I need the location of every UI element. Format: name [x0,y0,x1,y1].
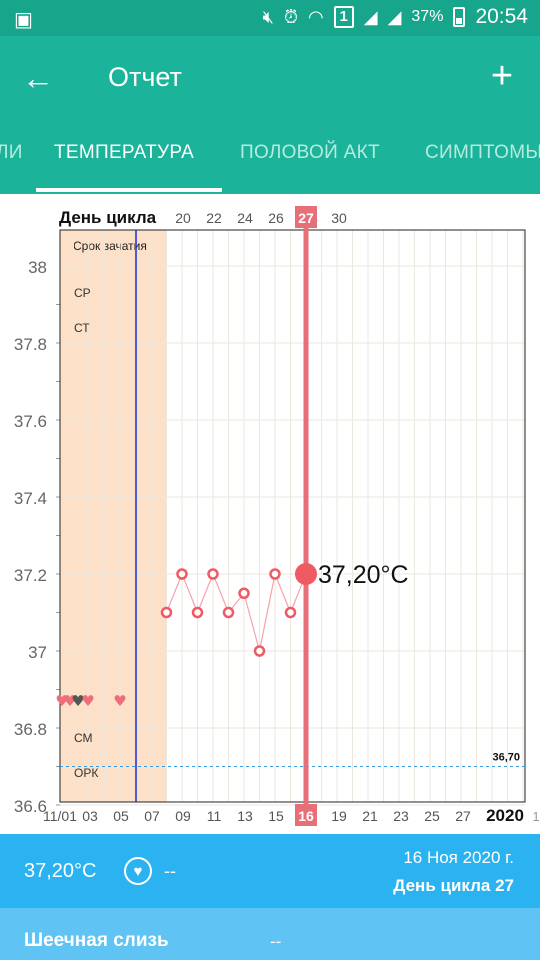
heart-marker: ♥ [81,692,94,710]
x-tick-label: 13 [237,808,253,824]
roaming-signal-icon: ◢ [363,6,378,27]
x-tick-label: 27 [455,808,471,824]
top-axis-label: День цикла [59,208,157,227]
temperature-point [176,568,188,580]
clock: 20:54 [475,5,528,28]
heart-circle-icon[interactable]: ♥ [124,857,152,885]
wifi-icon: ◠ [308,6,324,27]
arrow-left-icon: ← [22,60,54,96]
temperature-point [284,606,297,619]
temperature-point [238,587,250,599]
tab-temperature[interactable]: ТЕМПЕРАТУРА [54,142,195,163]
coverline-label: 36,70 [492,752,520,764]
heart-marker: ♥ [55,692,68,710]
selected-temperature: 37,20°C [24,860,97,882]
intercourse-value: -- [164,861,176,881]
x-tick-label: 25 [424,808,440,824]
side-label: СМ [74,731,93,745]
y-tick-label: 37.2 [14,566,47,585]
x-tick-label: 23 [393,808,409,824]
tab-bar: ЛИ ТЕМПЕРАТУРА ПОЛОВОЙ АКТ СИМПТОМЫ [0,122,540,194]
cursor-date: 16 [298,808,314,824]
x-tick-label: 03 [82,808,98,824]
selected-temperature-label: 37,20°C [318,561,409,589]
y-tick-label: 37.8 [14,335,47,354]
cervical-mucus-label: Шеечная слизь [24,930,169,951]
battery-icon [453,7,466,27]
tab-cycles[interactable]: ЛИ [0,142,23,163]
page-title: Отчет [108,62,182,92]
app-bar: ← Отчет + [0,36,540,122]
plot-border [59,229,526,803]
status-bar: ▣ 🔇︎ ⏰︎ ◠ 1 ◢ ◢ 37% 20:54 [0,0,540,36]
temperature-chart[interactable]: Срок зачатия 38 37.8 37.6 37.4 37.2 37 36.8 36.6… [0,194,540,834]
top-tick-label: 22 [206,210,222,226]
cursor-top-badge [295,206,317,228]
x-edge-label: 1 [532,809,539,824]
y-tick-label: 37 [28,643,47,662]
cursor-cycle-day: 27 [298,210,314,226]
y-tick-label: 36.8 [14,720,47,739]
x-tick-label: 09 [175,808,191,824]
heart-marker: ♥ [113,692,126,710]
heart-marker: ♥ [71,692,84,710]
battery-percent: 37% [411,8,444,25]
y-tick-label: 37.4 [14,489,47,508]
status-icons: 🔇︎ ⏰︎ ◠ 1 ◢ ◢ 37% 20:54 [263,5,528,29]
temperature-point [207,568,219,580]
x-tick-label: 21 [362,808,378,824]
cervical-mucus-row[interactable]: Шеечная слизь -- [0,908,540,960]
x-tick-label: 11/01 [43,808,77,824]
sim-manager-icon: ▣ [14,9,33,31]
tab-indicator [36,188,222,192]
signal-icon: ◢ [387,6,402,27]
temperature-point [222,606,235,619]
tab-intercourse[interactable]: ПОЛОВОЙ АКТ [240,142,380,163]
x-tick-label: 15 [268,808,284,824]
cervical-mucus-value: -- [270,932,282,951]
y-tick-label: 36.6 [14,797,47,816]
temperature-point [160,606,173,619]
x-tick-label: 07 [144,808,160,824]
fertile-window-label: Срок зачатия [73,239,147,253]
alarm-icon: ⏰︎ [283,6,298,27]
temperature-point [191,606,204,619]
temperature-line [165,571,307,652]
temperature-point [253,645,266,657]
sim-1-icon: 1 [333,6,354,28]
temperature-point [269,568,281,580]
add-button[interactable]: + [482,56,522,96]
top-tick-label: 26 [268,210,284,226]
y-tick-label: 38 [28,258,47,277]
back-button[interactable]: ← [18,58,58,98]
year-label: 2020 [486,806,524,825]
x-tick-label: 19 [331,808,347,824]
y-tick-label: 37.6 [14,412,47,431]
top-tick-label: 30 [331,210,347,226]
tab-symptoms[interactable]: СИМПТОМЫ [425,142,540,163]
temperature-chart-svg[interactable]: Срок зачатия 38 37.8 37.6 37.4 37.2 37 36.8 36.6… [0,194,540,834]
selected-temperature-point [295,563,317,585]
fertile-window [60,230,167,802]
side-label: СР [74,286,91,300]
mute-icon: 🔇︎ [262,6,274,27]
top-tick-label: 24 [237,210,253,226]
selected-date: 16 Ноя 2020 г. [403,848,514,867]
plus-icon: + [490,55,514,97]
heart-marker: ♥ [63,692,76,710]
side-label: ОРК [74,766,98,780]
selected-cycle-day: День цикла 27 [393,876,514,895]
day-info-bar: 37,20°C ♥ -- 16 Ноя 2020 г. День цикла 2… [0,834,540,908]
side-label: СТ [74,321,90,335]
x-tick-label: 05 [113,808,129,824]
top-tick-label: 20 [175,210,191,226]
cursor-bottom-badge [295,804,317,826]
x-tick-label: 11 [207,808,222,824]
